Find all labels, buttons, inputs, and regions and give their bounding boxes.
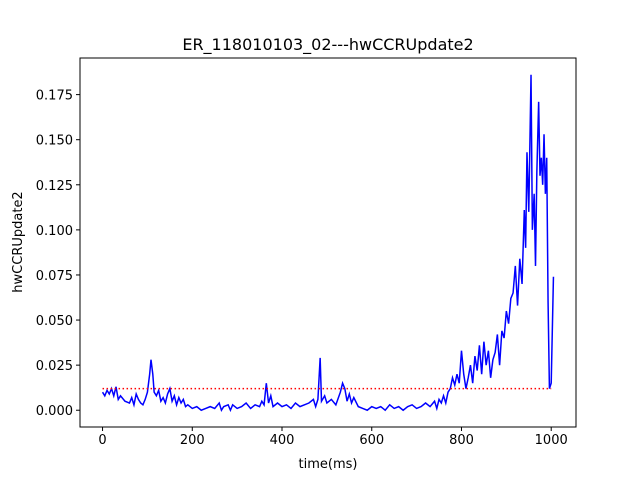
x-axis-label: time(ms) [299, 457, 358, 472]
y-tick-label: 0.000 [36, 404, 73, 419]
y-tick-label: 0.050 [36, 314, 73, 329]
chart-title: ER_118010103_02---hwCCRUpdate2 [182, 35, 473, 55]
x-tick-label: 400 [270, 433, 295, 448]
x-tick-label: 800 [449, 433, 474, 448]
y-tick-label: 0.025 [36, 359, 73, 374]
y-axis-label: hwCCRUpdate2 [11, 191, 26, 292]
y-tick-label: 0.175 [36, 89, 73, 104]
x-tick-label: 200 [180, 433, 205, 448]
y-tick-label: 0.150 [36, 134, 73, 149]
plot-frame [79, 57, 577, 428]
x-tick-label: 1000 [535, 433, 568, 448]
x-tick-label: 0 [98, 433, 106, 448]
y-tick-label: 0.100 [36, 224, 73, 239]
data-line [101, 74, 555, 413]
y-tick-label: 0.125 [36, 179, 73, 194]
x-tick-label: 600 [359, 433, 384, 448]
y-tick-label: 0.075 [36, 269, 73, 284]
